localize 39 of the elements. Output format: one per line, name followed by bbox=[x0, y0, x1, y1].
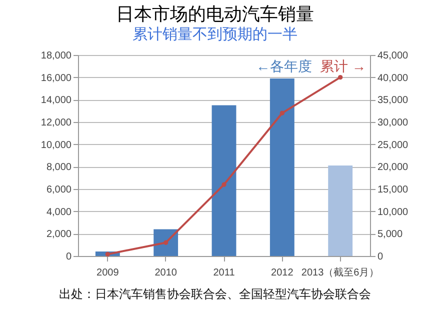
y-tick-label: 16,000 bbox=[40, 72, 72, 84]
y2-tick-label: 5,000 bbox=[378, 229, 403, 240]
y2-tick-label: 15,000 bbox=[378, 184, 409, 196]
y-tick-label: 0 bbox=[66, 252, 72, 262]
x-tick-label: 2009 bbox=[96, 268, 120, 278]
chart-subtitle: 累计销量不到预期的一半 bbox=[132, 26, 298, 43]
point bbox=[105, 252, 110, 257]
point bbox=[338, 74, 343, 80]
series-label: ←各年度 bbox=[256, 58, 312, 74]
y2-tick-label: 0 bbox=[378, 252, 384, 262]
point bbox=[163, 240, 168, 245]
y2-tick-label: 20,000 bbox=[378, 162, 409, 174]
y2-tick-label: 30,000 bbox=[378, 118, 409, 128]
y2-tick-label: 10,000 bbox=[378, 206, 409, 218]
series-label: 累计 → bbox=[320, 58, 366, 74]
x-tick-label: 2012 bbox=[271, 268, 294, 278]
bar bbox=[154, 229, 178, 256]
chart-title: 日本市场的电动汽车销量 bbox=[116, 4, 314, 24]
y-tick-label: 14,000 bbox=[40, 95, 72, 106]
x-tick-label: 2013（截至6月） bbox=[301, 266, 380, 278]
x-tick-label: 2010 bbox=[154, 268, 178, 278]
text: 出处：日本汽车销售协会联合会、全国轻型汽车协会联合会 bbox=[58, 286, 372, 303]
y-tick-label: 4,000 bbox=[46, 206, 72, 218]
bar bbox=[270, 78, 294, 256]
y2-tick-label: 35,000 bbox=[378, 95, 409, 106]
y-tick-label: 8,000 bbox=[46, 162, 72, 174]
y2-tick-label: 25,000 bbox=[378, 140, 409, 151]
y2-tick-label: 45,000 bbox=[378, 50, 409, 62]
y-tick-label: 18,000 bbox=[40, 50, 72, 62]
bar bbox=[212, 105, 236, 256]
bar bbox=[328, 166, 353, 256]
y-tick-label: 2,000 bbox=[46, 229, 72, 240]
y-tick-label: 12,000 bbox=[40, 118, 72, 128]
y-tick-label: 10,000 bbox=[40, 140, 72, 151]
point bbox=[222, 182, 226, 187]
x-tick-label: 2011 bbox=[213, 268, 236, 278]
point bbox=[280, 110, 285, 116]
y-tick-label: 6,000 bbox=[46, 184, 72, 196]
y2-tick-label: 40,000 bbox=[378, 72, 409, 84]
